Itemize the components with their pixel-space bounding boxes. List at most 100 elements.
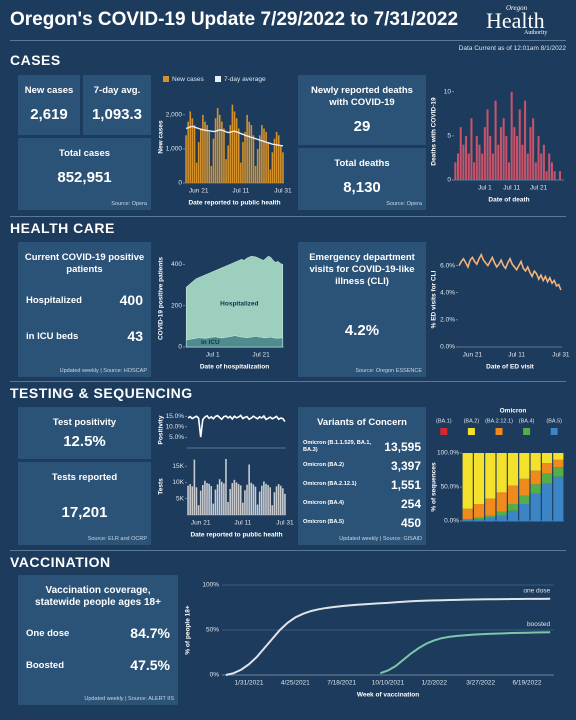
legend-label: (BA.5) [546, 418, 562, 424]
logo-top: Oregon [506, 4, 528, 12]
value: 47.5% [130, 657, 170, 673]
bar-segment [462, 519, 473, 521]
y-tick-label: 5K [176, 495, 185, 502]
legend-title: Omicron [500, 408, 527, 415]
variant-count: 3,397 [390, 458, 421, 473]
bar-segment [541, 463, 553, 474]
legend-label: (BA.4) [519, 418, 535, 424]
bar [265, 131, 267, 183]
source: Source: Opera [386, 201, 422, 207]
bar [282, 152, 284, 183]
value: 8,130 [343, 179, 381, 196]
bar [248, 121, 251, 183]
y-tick-label: 0 [447, 177, 451, 184]
bar [483, 127, 486, 180]
series-label: one dose [523, 587, 550, 594]
bar [227, 501, 229, 515]
logo-main: Health [486, 8, 545, 33]
bar-segment [507, 453, 519, 486]
bar [486, 109, 489, 180]
bar [494, 100, 497, 180]
legend-label: New cases [172, 76, 205, 83]
bar-segment [496, 492, 507, 512]
bar [242, 502, 244, 515]
stat-row: Hospitalized 400 [26, 292, 143, 308]
source: Updated weekly | Source: GISAID [339, 536, 422, 542]
y-tick-label: 5.0% [169, 434, 184, 441]
bar [252, 135, 255, 183]
bar [277, 484, 280, 515]
value: 2,619 [30, 106, 68, 123]
bar [275, 131, 278, 183]
y-axis-label: Deaths with COVID-19 [431, 97, 438, 166]
bar [191, 118, 194, 183]
x-axis-label: Date of death [488, 197, 529, 204]
bar [267, 142, 270, 183]
bar [540, 153, 543, 180]
bar [513, 127, 516, 180]
bar [216, 108, 219, 183]
bar [502, 118, 505, 180]
bar [467, 153, 470, 180]
bar [204, 121, 206, 183]
source: Source: ELR and OCRP [87, 536, 147, 542]
y-tick-label: 2,000 [166, 112, 183, 119]
x-tick-label: Jul 31 [276, 520, 294, 527]
x-axis-label: Date of ED visit [486, 364, 535, 371]
logo-bottom: Authority [524, 30, 548, 36]
label: One dose [26, 627, 70, 639]
value: 43 [127, 328, 143, 344]
bar [542, 144, 545, 180]
value: 17,201 [61, 504, 108, 521]
legend-label: (BA.2) [464, 418, 480, 424]
bar [218, 479, 221, 515]
bar [256, 148, 259, 183]
chart: 0 200 400 Jul 1 Jul 21 Date of hospitalizatio… [158, 255, 284, 371]
x-tick-label: Jul 21 [530, 185, 548, 192]
y-tick-label: 2.0% [440, 317, 455, 324]
legend-label: 7-day average [224, 76, 266, 83]
legend-label: (BA.1) [436, 418, 452, 424]
bar [284, 493, 286, 515]
stat-row: in ICU beds 43 [26, 328, 143, 344]
panel: Current COVID-19 positive patients Hospi… [18, 242, 151, 377]
bar-segment [553, 459, 564, 468]
bar-segment [485, 453, 496, 499]
label: Test positivity [52, 417, 117, 428]
x-tick-label: 6/19/2022 [513, 680, 542, 687]
value: 852,951 [57, 169, 112, 186]
bar-segment [462, 518, 473, 520]
panel: 7-day avg. 1,093.3 [83, 75, 151, 135]
bar-segment [519, 478, 530, 496]
x-tick-label: 10/10/2021 [372, 680, 405, 687]
y-tick-label: 0.0% [440, 344, 455, 351]
bar [220, 481, 223, 515]
label: Total cases [58, 148, 111, 159]
bar [214, 118, 217, 183]
bar-segment [530, 493, 541, 521]
bar-segment [507, 485, 519, 504]
bar-segment [553, 453, 564, 460]
y-tick-label: 10K [172, 479, 184, 486]
bar [233, 111, 236, 183]
bar [518, 109, 521, 180]
bar [252, 484, 255, 515]
bar [473, 162, 476, 180]
panel: New cases 2,619 [18, 75, 80, 135]
bar [459, 127, 462, 180]
bar [189, 111, 192, 183]
bar [250, 125, 253, 183]
y-tick-label: 10 [444, 89, 452, 96]
label: Newly reported deaths with COVID-19 [311, 85, 413, 108]
bar-segment [553, 476, 564, 521]
panel: Variants of Concern Updated weekly | Sou… [298, 407, 426, 545]
x-tick-label: 4/25/2021 [281, 680, 310, 687]
variant-row: Omicron (BA.4) 254 [303, 494, 421, 513]
x-axis-label: Date of hospitalization [200, 364, 269, 371]
label: Total deaths [334, 158, 390, 169]
x-tick-label: 1/2/2022 [422, 680, 448, 687]
y-tick-label: 200 [171, 302, 182, 309]
stat-row: Boosted 47.5% [26, 657, 170, 673]
legend-label: (BA.2.12.1) [485, 418, 513, 424]
